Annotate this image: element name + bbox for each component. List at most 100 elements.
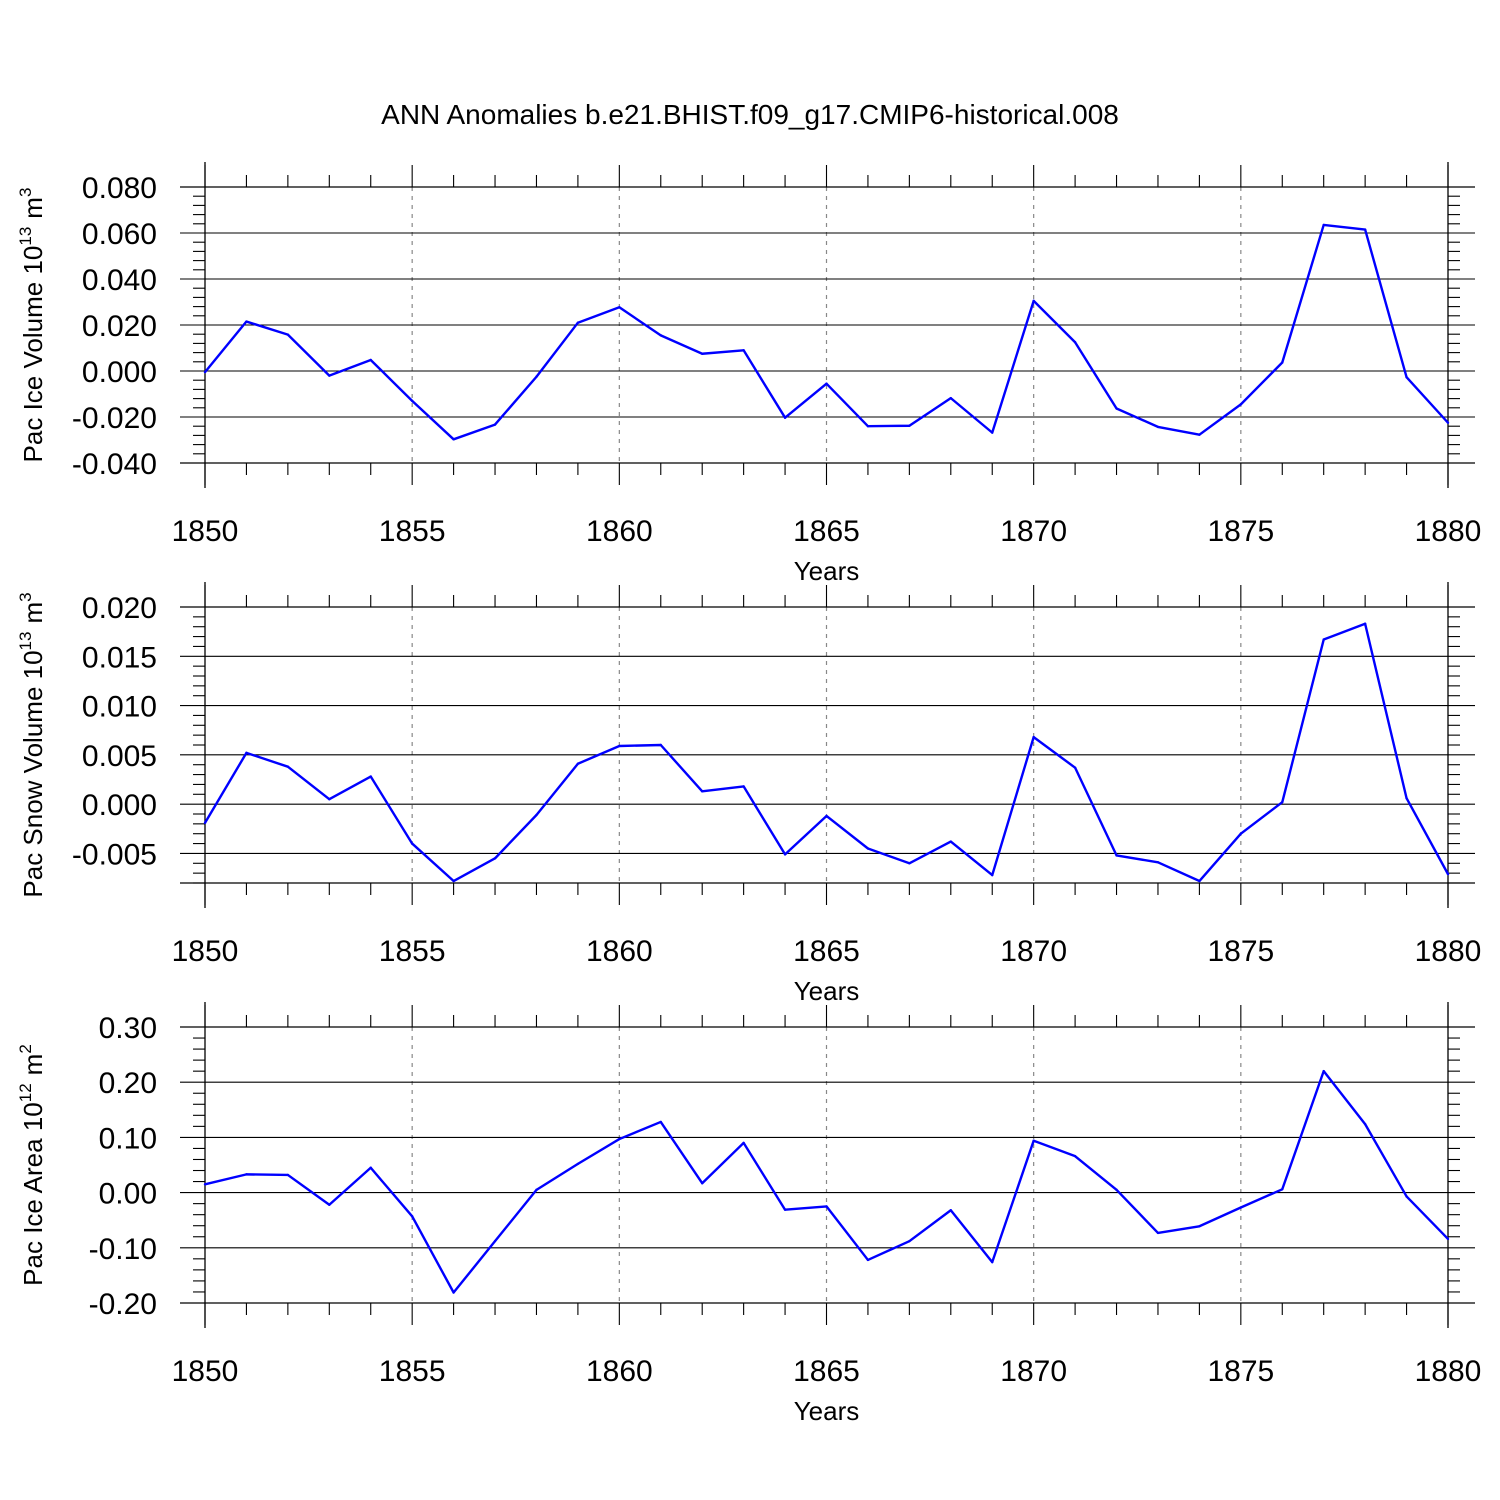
pac-ice-area-point-1877 [1322, 1069, 1325, 1073]
pac-ice-area-ytick-label: -0.10 [89, 1233, 157, 1266]
pac-snow-volume-point-1863 [742, 785, 745, 788]
pac-ice-area-point-1870 [1032, 1139, 1035, 1142]
pac-ice-area-point-1863 [742, 1141, 745, 1145]
pac-ice-volume-point-1864 [783, 416, 787, 419]
pac-snow-volume-point-1870 [1032, 735, 1035, 739]
pac-snow-volume-xtick-label: 1855 [379, 935, 446, 968]
pac-ice-volume-point-1852 [286, 333, 290, 336]
pac-snow-volume-point-1861 [659, 743, 662, 747]
panel-pac-snow-volume: -0.005 0.000 0.005 0.010 0.015 0.020 1850 1855 1… [16, 582, 1481, 1006]
pac-ice-volume-xtick-label: 1880 [1415, 515, 1482, 548]
pac-ice-area-point-1874 [1198, 1225, 1201, 1228]
pac-snow-volume-point-1874 [1198, 879, 1201, 883]
pac-ice-volume-ytick-label: 0.000 [82, 356, 157, 389]
pac-ice-area-point-1860 [618, 1137, 621, 1141]
pac-snow-volume-xtick-label: 1880 [1415, 935, 1482, 968]
pac-snow-volume-xtick-label: 1860 [586, 935, 653, 968]
pac-ice-volume-xtick-label: 1875 [1207, 515, 1274, 548]
pac-ice-volume-point-1863 [742, 349, 745, 352]
pac-snow-volume-point-1878 [1363, 622, 1367, 625]
pac-snow-volume-point-1866 [866, 847, 870, 850]
pac-snow-volume-point-1877 [1322, 638, 1325, 641]
pac-ice-volume-point-1865 [825, 382, 828, 385]
pac-snow-volume-ytick-label: 0.015 [82, 641, 157, 674]
pac-ice-area-xtick-label: 1875 [1207, 1355, 1274, 1388]
panel-pac-ice-area: -0.20 -0.10 0.00 0.10 0.20 0.30 1850 1855 1860 18… [16, 1002, 1481, 1426]
pac-ice-volume-ytick-label: 0.040 [82, 264, 157, 297]
pac-ice-volume-point-1867 [908, 424, 911, 427]
pac-ice-volume-point-1868 [949, 396, 952, 400]
pac-snow-volume-point-1859 [576, 762, 580, 765]
pac-ice-area-ytick-label: 0.20 [99, 1067, 157, 1100]
pac-ice-area-xtick-label: 1860 [586, 1355, 653, 1388]
pac-ice-volume-point-1860 [618, 306, 621, 309]
pac-ice-area-ylabel: Pac Ice Area 1012 m2 [16, 1044, 48, 1286]
pac-snow-volume-point-1871 [1073, 766, 1077, 769]
pac-ice-volume-xtick-label: 1870 [1000, 515, 1067, 548]
pac-snow-volume-point-1851 [245, 751, 248, 755]
pac-snow-volume-xtick-label: 1875 [1207, 935, 1274, 968]
pac-ice-area-point-1859 [576, 1162, 580, 1166]
pac-snow-volume-point-1875 [1239, 832, 1243, 835]
pac-ice-volume-ylabel-main: Pac Ice Volume 10 [18, 246, 48, 463]
pac-ice-area-point-1857 [493, 1239, 497, 1243]
pac-snow-volume-point-1850 [203, 821, 207, 825]
pac-snow-volume-xtick-label: 1850 [172, 935, 239, 968]
pac-ice-volume-ylabel-unit: m [18, 197, 48, 219]
pac-ice-area-ytick-label: 0.10 [99, 1122, 157, 1155]
pac-ice-area-ylabel-exp: 12 [16, 1083, 35, 1102]
pac-ice-volume-point-1880 [1446, 421, 1450, 424]
pac-ice-area-point-1876 [1281, 1188, 1284, 1191]
pac-ice-volume-point-1871 [1073, 341, 1077, 344]
pac-snow-volume-ytick-label: 0.020 [82, 592, 157, 625]
pac-ice-volume-point-1854 [369, 358, 372, 362]
pac-ice-area-ylabel-main: Pac Ice Area 10 [18, 1102, 48, 1286]
pac-ice-area-point-1852 [286, 1173, 290, 1177]
pac-snow-volume-ytick-label: 0.010 [82, 691, 157, 724]
pac-ice-area-point-1868 [949, 1209, 952, 1212]
pac-ice-volume-point-1862 [701, 352, 704, 355]
pac-ice-volume-point-1879 [1405, 376, 1408, 379]
pac-snow-volume-point-1873 [1156, 861, 1160, 864]
pac-ice-volume-point-1866 [866, 425, 870, 428]
pac-ice-area-point-1858 [535, 1188, 538, 1192]
pac-ice-area-point-1873 [1156, 1231, 1160, 1235]
pac-ice-area-point-1854 [369, 1166, 372, 1169]
pac-snow-volume-point-1872 [1115, 854, 1118, 857]
pac-ice-volume-point-1870 [1032, 299, 1035, 303]
pac-ice-area-xtick-label: 1855 [379, 1355, 446, 1388]
pac-ice-area-xtick-label: 1880 [1415, 1355, 1482, 1388]
pac-ice-area-point-1850 [203, 1183, 207, 1186]
pac-ice-volume-point-1874 [1198, 433, 1201, 436]
pac-snow-volume-point-1853 [328, 798, 331, 801]
pac-ice-volume-point-1878 [1363, 228, 1367, 231]
pac-snow-volume-point-1869 [991, 873, 994, 877]
pac-ice-volume-ylabel-unit-exp: 3 [16, 188, 35, 197]
pac-ice-volume-point-1875 [1239, 403, 1243, 406]
pac-ice-volume-point-1850 [203, 370, 207, 374]
pac-ice-area-point-1864 [783, 1208, 787, 1211]
pac-snow-volume-point-1862 [701, 790, 704, 793]
panel-pac-ice-volume: -0.040 -0.020 0.000 0.020 0.040 0.060 0.080 185… [16, 162, 1481, 586]
pac-ice-area-ytick-label: -0.20 [89, 1288, 157, 1321]
pac-ice-volume-point-1873 [1156, 425, 1160, 429]
chart-title: ANN Anomalies b.e21.BHIST.f09_g17.CMIP6-… [381, 99, 1119, 130]
pac-ice-area-point-1861 [659, 1120, 662, 1124]
pac-snow-volume-xtick-label: 1865 [793, 935, 860, 968]
pac-ice-area-point-1872 [1115, 1188, 1118, 1192]
pac-snow-volume-ylabel: Pac Snow Volume 1013 m3 [16, 592, 48, 897]
pac-snow-volume-ytick-label: -0.005 [72, 838, 157, 871]
pac-snow-volume-point-1867 [908, 862, 911, 865]
pac-ice-volume-xtick-label: 1850 [172, 515, 239, 548]
pac-ice-area-point-1869 [991, 1260, 994, 1264]
pac-ice-volume-point-1855 [410, 399, 414, 403]
pac-ice-volume-xtick-label: 1865 [793, 515, 860, 548]
pac-ice-area-point-1862 [701, 1182, 704, 1185]
pac-snow-volume-point-1856 [452, 879, 455, 883]
pac-snow-volume-point-1876 [1281, 800, 1284, 804]
pac-ice-area-xtick-label: 1865 [793, 1355, 860, 1388]
pac-snow-volume-point-1858 [535, 813, 538, 817]
pac-snow-volume-ytick-label: 0.000 [82, 789, 157, 822]
pac-ice-volume-xtick-label: 1860 [586, 515, 653, 548]
